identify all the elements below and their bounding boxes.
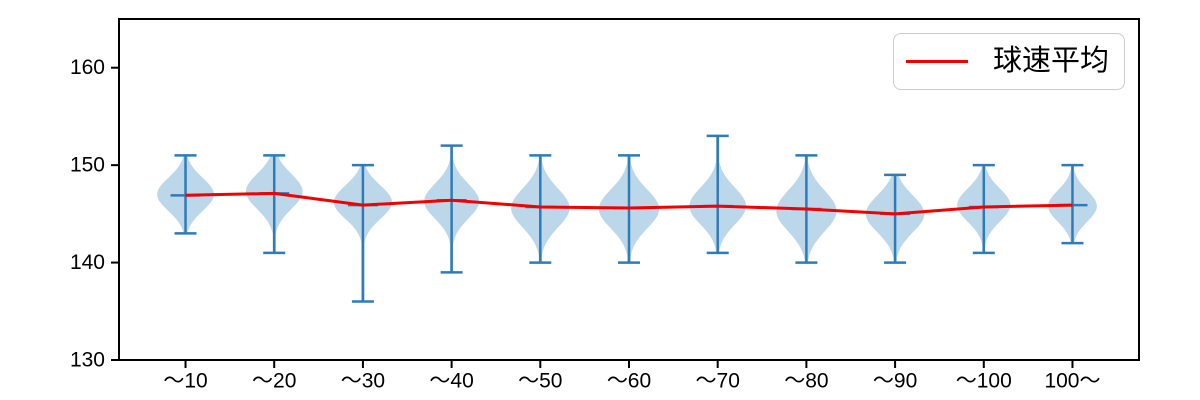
x-tick-label: ～70 (696, 369, 740, 392)
legend-line-sample (906, 60, 968, 63)
x-tick-label: ～80 (784, 369, 828, 392)
y-tick-label: 140 (70, 251, 105, 274)
x-tick-label: ～40 (429, 369, 473, 392)
legend-label: 球速平均 (993, 45, 1110, 77)
x-tick-label: ～10 (163, 369, 207, 392)
x-tick-label: ～20 (252, 369, 296, 392)
y-tick-label: 130 (70, 349, 105, 372)
x-tick-label: 100～ (1044, 369, 1100, 392)
x-tick-label: ～60 (607, 369, 651, 392)
mean-speed-line (185, 191, 1073, 216)
x-tick-label: ～90 (873, 369, 917, 392)
legend: 球速平均 (893, 33, 1125, 90)
x-tick-label: ～30 (341, 369, 385, 392)
y-tick-label: 160 (70, 56, 105, 79)
x-tick-label: ～100 (956, 369, 1012, 392)
y-tick-label: 150 (70, 154, 105, 177)
x-tick-label: ～50 (518, 369, 562, 392)
